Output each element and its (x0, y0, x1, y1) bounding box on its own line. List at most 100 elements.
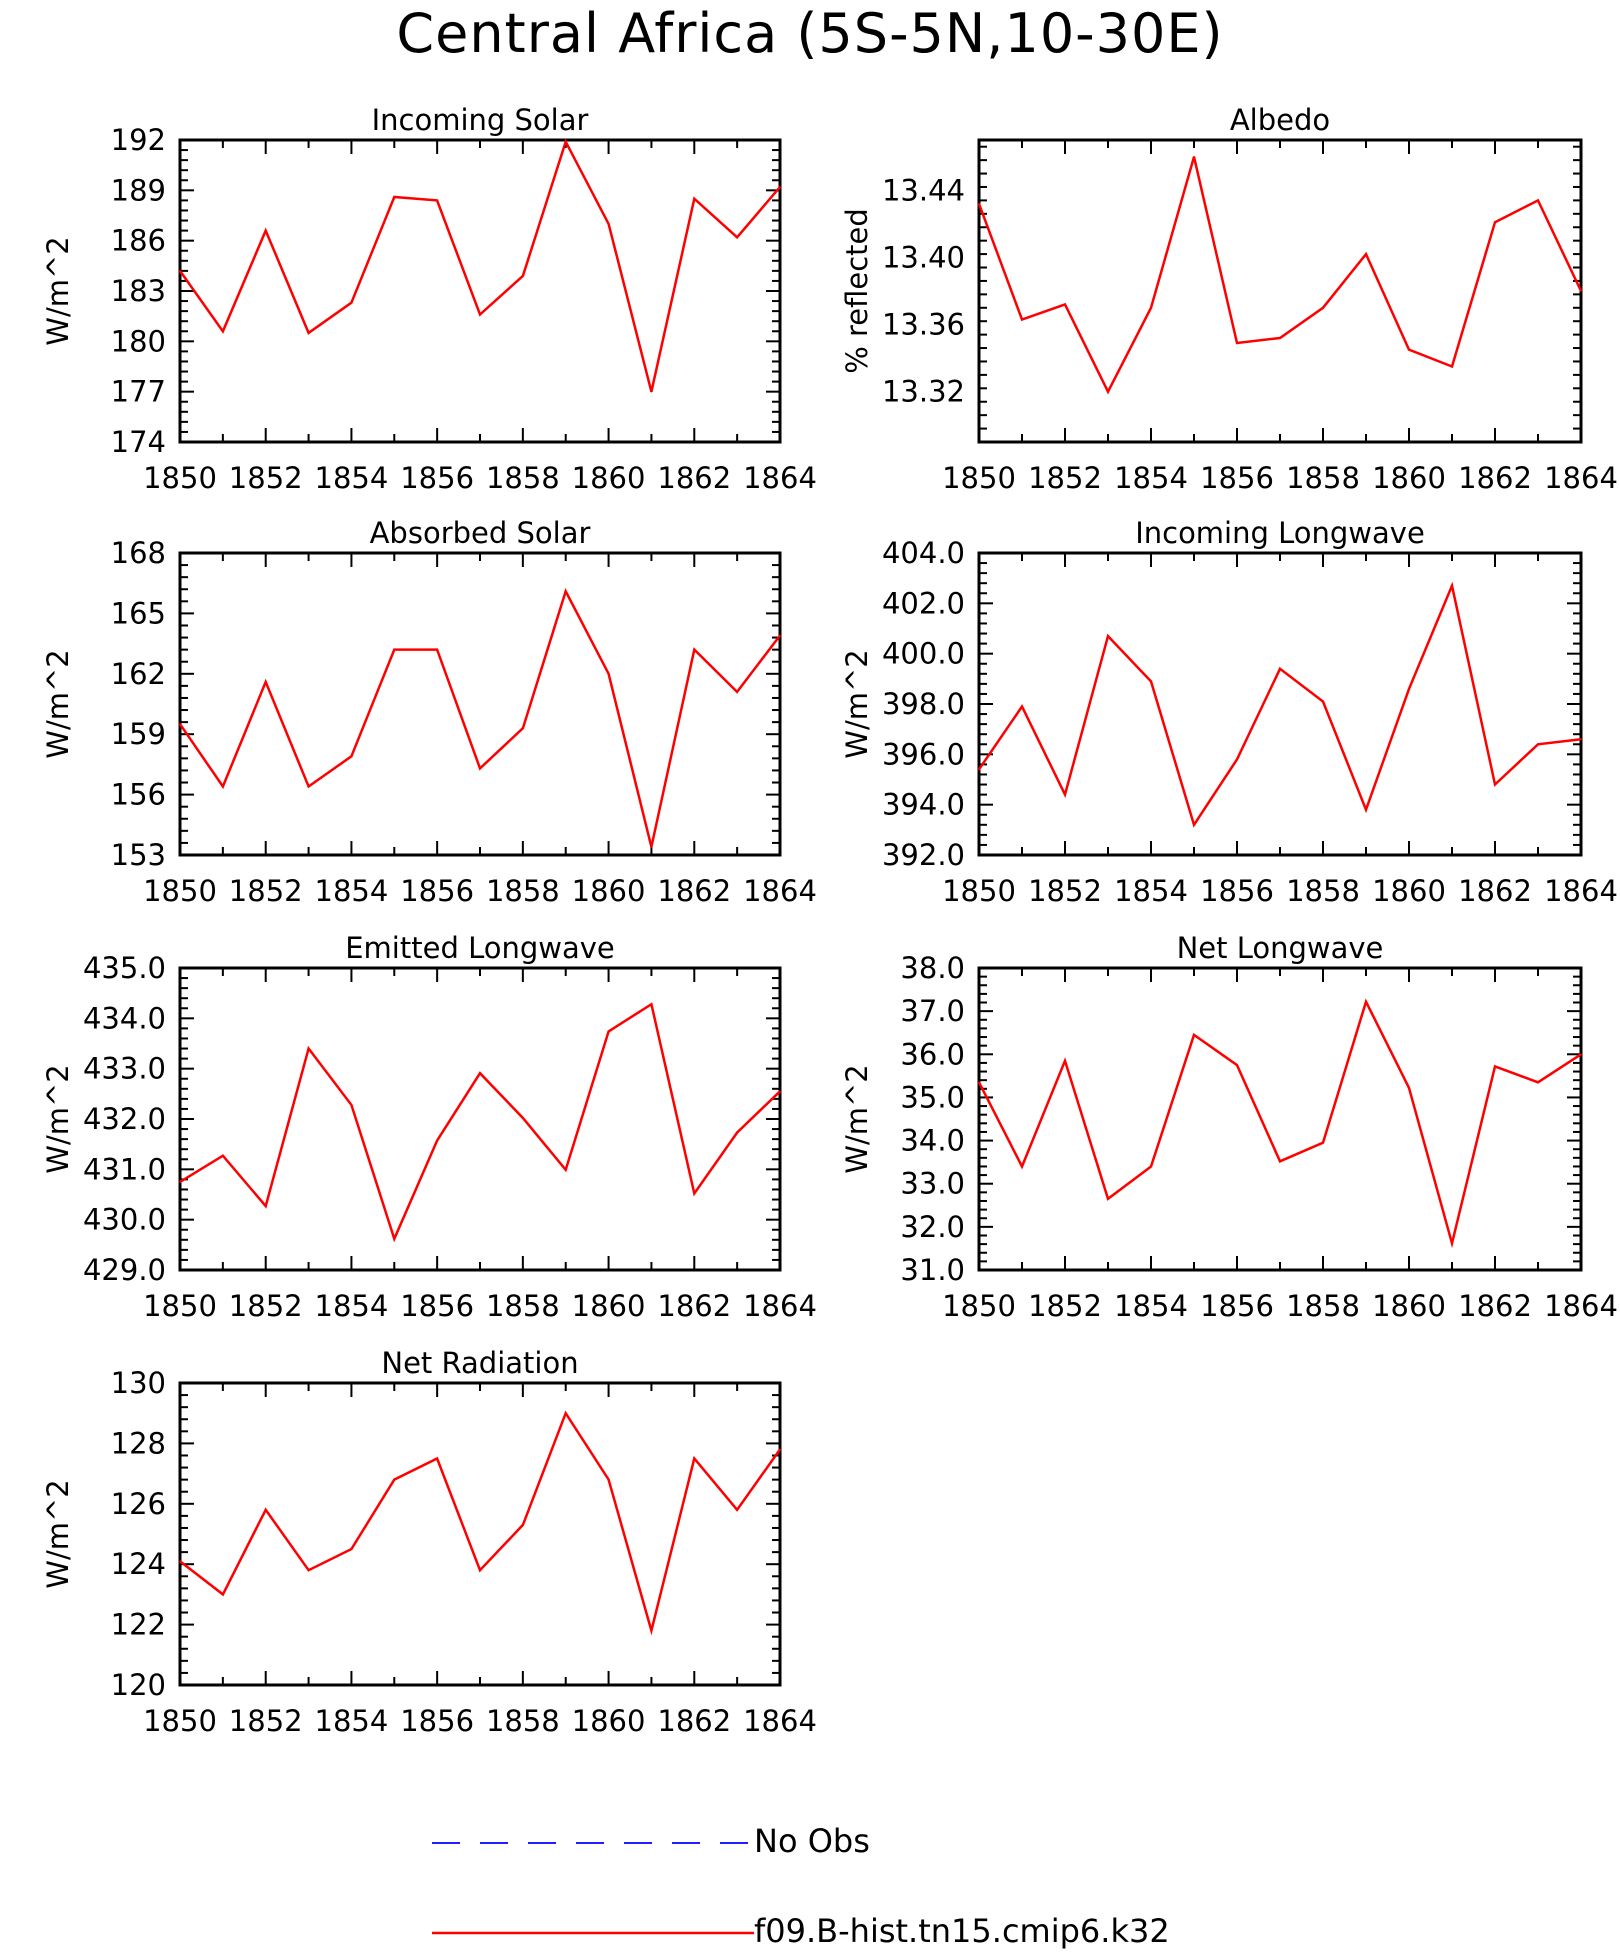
y-tick-label: 432.0 (83, 1102, 166, 1136)
data-point (264, 1205, 267, 1207)
legend-item-model: f09.B-hist.tn15.cmip6.k32 (432, 1912, 1170, 1950)
x-tick-label: 1860 (572, 874, 646, 908)
data-point (607, 1478, 610, 1481)
y-axis-label: % reflected (840, 208, 874, 374)
data-point (222, 1154, 224, 1157)
x-tick-label: 1864 (1544, 1289, 1618, 1323)
data-point (1193, 155, 1195, 158)
data-point (1322, 306, 1324, 309)
y-tick-label: 394.0 (882, 788, 965, 822)
data-point (693, 648, 696, 651)
data-point (479, 767, 481, 770)
data-point (1408, 688, 1410, 690)
data-point (479, 1072, 481, 1074)
data-point (779, 1090, 781, 1093)
data-point (393, 1237, 396, 1240)
data-point (307, 1047, 310, 1050)
y-tick-label: 398.0 (882, 687, 965, 721)
series-line (977, 581, 1582, 828)
plot-frame (977, 551, 1583, 857)
data-point (1322, 1141, 1324, 1144)
data-point (307, 785, 310, 788)
data-point (307, 1569, 310, 1572)
x-tick-label: 1860 (1372, 461, 1446, 495)
data-point (350, 301, 353, 304)
panel-title: Net Longwave (1177, 931, 1384, 965)
data-point (1494, 1065, 1496, 1068)
x-tick-label: 1858 (486, 461, 560, 495)
data-point (1451, 584, 1453, 587)
y-tick-label: 38.0 (900, 951, 965, 985)
data-point (1494, 221, 1496, 224)
data-point (607, 1030, 610, 1033)
data-point (264, 681, 267, 683)
x-tick-label: 1858 (1286, 461, 1360, 495)
data-point (1107, 390, 1109, 393)
y-tick-label: 13.44 (882, 173, 965, 207)
x-tick-label: 1862 (657, 874, 731, 908)
y-tick-label: 165 (111, 596, 166, 630)
data-point (1107, 1198, 1109, 1200)
data-point (978, 1081, 980, 1084)
x-tick-label: 1854 (315, 461, 389, 495)
y-tick-label: 13.32 (882, 375, 965, 409)
y-tick-label: 122 (111, 1608, 166, 1642)
y-tick-label: 434.0 (83, 1001, 166, 1035)
x-tick-label: 1856 (400, 874, 474, 908)
x-tick-label: 1860 (572, 1704, 646, 1738)
y-tick-label: 162 (111, 657, 166, 691)
x-tick-label: 1850 (942, 461, 1016, 495)
data-point (1150, 306, 1152, 309)
legend-label-no-obs: No Obs (754, 1822, 870, 1860)
chart-panel-2: 1850 1852 1854 1856 1858 1860 1862 1864 13.32 13.… (840, 103, 1618, 495)
x-tick-label: 1854 (315, 874, 389, 908)
data-point (1279, 1160, 1281, 1163)
x-tick-label: 1856 (1200, 874, 1274, 908)
data-point (393, 196, 396, 198)
data-point (1236, 758, 1238, 761)
y-axis-label: W/m^2 (840, 649, 874, 758)
data-point (1494, 783, 1496, 786)
data-point (779, 634, 781, 637)
data-point (1537, 1081, 1539, 1084)
data-point (1408, 348, 1410, 351)
data-point (1236, 1064, 1238, 1066)
y-tick-label: 31.0 (900, 1253, 965, 1287)
data-point (1451, 365, 1453, 368)
data-point (693, 197, 696, 200)
data-point (650, 1003, 653, 1006)
x-tick-label: 1850 (143, 1289, 217, 1323)
data-point (779, 1448, 781, 1451)
y-tick-label: 32.0 (900, 1210, 965, 1244)
data-point (978, 202, 980, 205)
y-tick-label: 37.0 (900, 994, 965, 1028)
x-tick-label: 1862 (657, 1704, 731, 1738)
data-point (1193, 1034, 1195, 1036)
chart-panel-4: 1850 1852 1854 1856 1858 1860 1862 1864 392.0 394… (840, 516, 1618, 908)
data-point (222, 785, 224, 788)
data-point (522, 727, 524, 729)
data-point (1580, 1053, 1582, 1056)
y-tick-label: 33.0 (900, 1167, 965, 1201)
x-tick-label: 1856 (400, 1704, 474, 1738)
x-tick-label: 1858 (486, 874, 560, 908)
data-point (1150, 680, 1152, 683)
page-title: Central Africa (5S-5N,10-30E) (396, 2, 1224, 65)
x-tick-label: 1852 (229, 461, 303, 495)
x-tick-label: 1864 (743, 874, 817, 908)
y-tick-label: 189 (111, 173, 166, 207)
y-tick-label: 404.0 (882, 536, 965, 570)
y-tick-label: 180 (111, 324, 166, 358)
data-point (179, 723, 181, 725)
panel-title: Absorbed Solar (370, 516, 591, 550)
data-point (564, 1169, 567, 1171)
data-point (393, 648, 396, 651)
y-tick-label: 174 (111, 425, 166, 459)
legend-swatch-solid (432, 1931, 754, 1935)
data-point (264, 229, 267, 232)
data-point (179, 1560, 181, 1562)
x-tick-label: 1856 (1200, 461, 1274, 495)
data-point (264, 1509, 267, 1511)
data-point (522, 1524, 524, 1526)
plot-frame (977, 966, 1583, 1272)
